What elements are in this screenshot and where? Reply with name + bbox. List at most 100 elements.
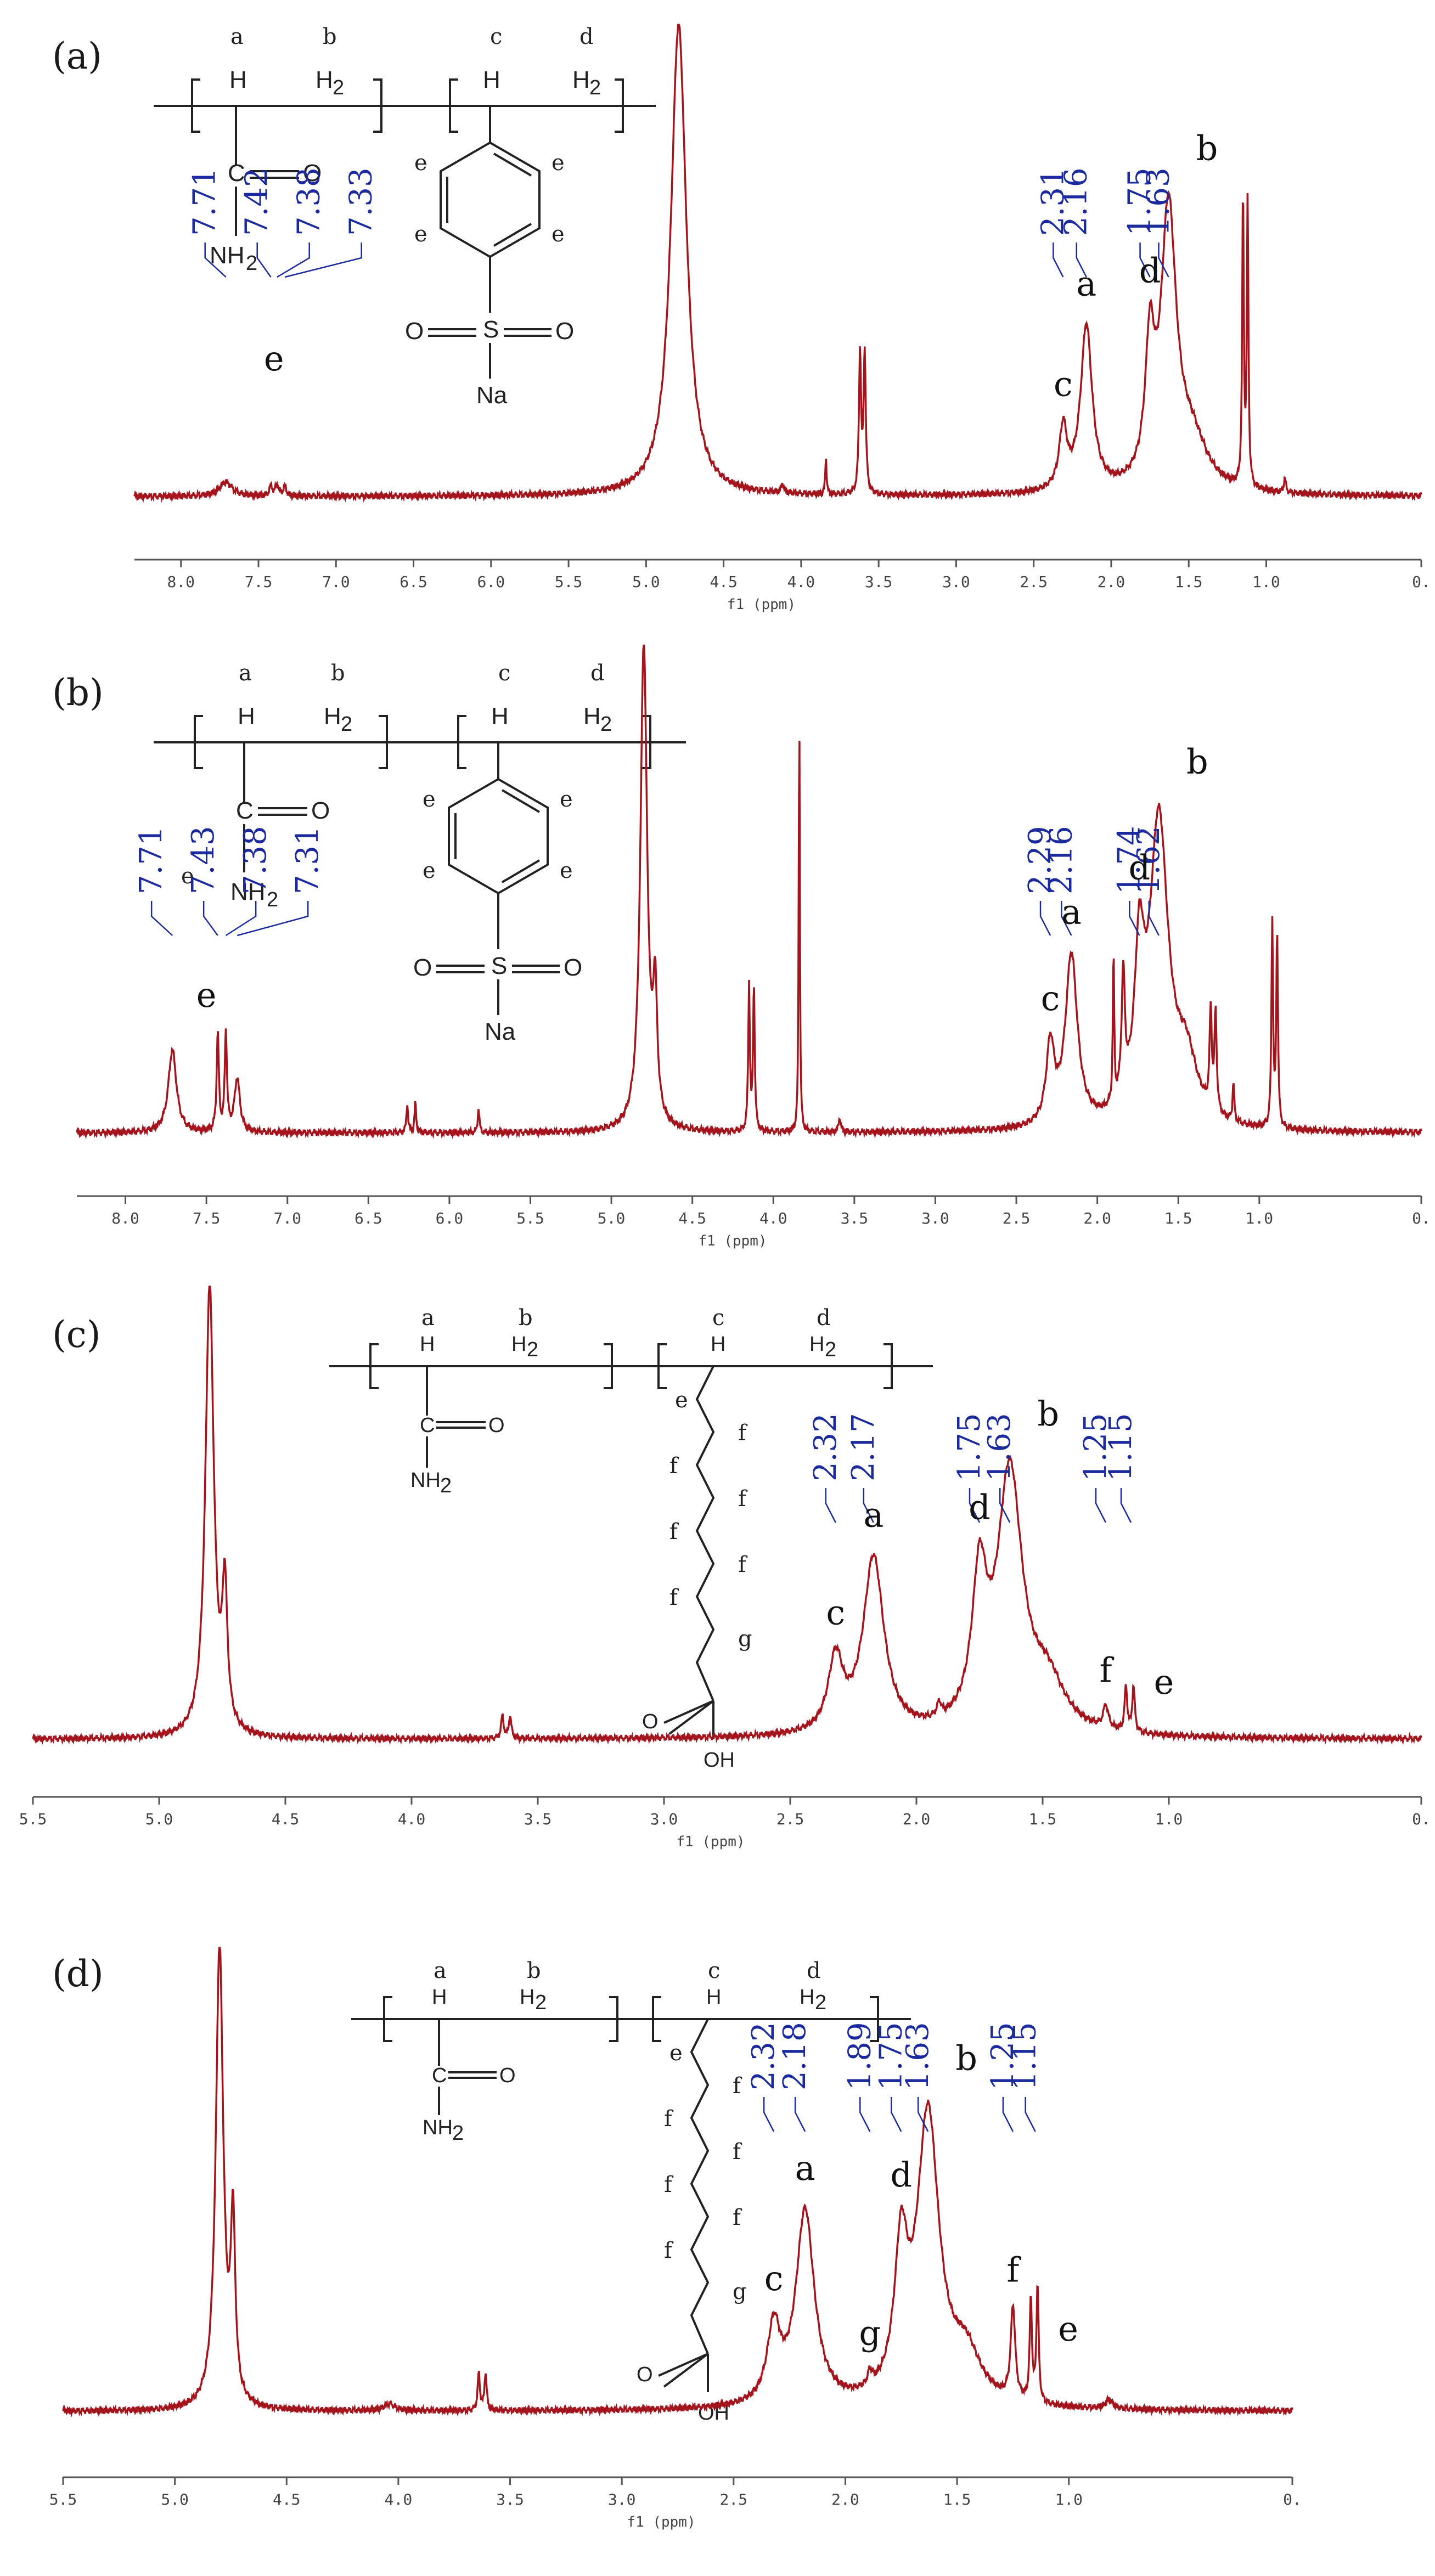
peak-shift-label: 2.16 xyxy=(1059,167,1094,236)
peak-shift-label: 1.75 xyxy=(1122,167,1158,236)
peak-connector xyxy=(284,243,362,278)
label-g: g xyxy=(733,2279,747,2304)
structure-acrylamide-styrenesulfonate: a b c d H H 2 H H 2 C O NH 2 e e e e S O xyxy=(154,24,656,409)
label-a: a xyxy=(239,661,252,686)
peak-connector xyxy=(1129,901,1140,936)
panel-label: (d) xyxy=(52,1953,104,1995)
atom-h2-sub: 2 xyxy=(815,1991,826,2014)
label-b: b xyxy=(519,1305,533,1331)
peak-shift-label: 7.38 xyxy=(238,826,273,894)
atom-h2-sub: 2 xyxy=(333,76,344,99)
label-c: c xyxy=(708,1958,720,1983)
x-tick-label: 3.0 xyxy=(921,1209,949,1227)
peak-assignment-letter: d xyxy=(890,2155,912,2195)
atom-c: C xyxy=(420,1414,435,1437)
atom-o: O xyxy=(405,318,424,345)
x-tick-label: 2.5 xyxy=(776,1810,804,1828)
peak-assignment-letter: b xyxy=(1196,128,1218,168)
x-tick-label: 7.5 xyxy=(193,1209,221,1227)
label-d: d xyxy=(590,661,605,686)
label-e: e xyxy=(552,222,565,247)
peak-shift-label: 1.25 xyxy=(985,2022,1021,2090)
atom-h2: H xyxy=(316,66,333,93)
spectrum-trace xyxy=(76,644,1422,1140)
x-tick-label: 3.0 xyxy=(650,1810,678,1828)
label-f: f xyxy=(738,1421,748,1446)
peak-connector xyxy=(969,1488,981,1523)
x-tick-label: 1.0 xyxy=(1246,1209,1274,1227)
peak-assignment-letter: e xyxy=(264,339,284,379)
x-tick-label: 0. xyxy=(1412,573,1431,591)
peak-connector xyxy=(256,243,272,278)
atom-o: O xyxy=(642,1710,659,1733)
atom-nh2-sub: 2 xyxy=(440,1474,452,1497)
peak-shift-label: 7.71 xyxy=(133,826,169,894)
x-tick-label: 7.0 xyxy=(273,1209,301,1227)
x-tick-label: 4.5 xyxy=(710,573,738,591)
peak-connector xyxy=(794,2097,806,2132)
peak-connector xyxy=(202,901,218,936)
x-tick-label: 5.0 xyxy=(598,1209,626,1227)
atom-h2: H xyxy=(511,1333,526,1356)
x-tick-label: 8.0 xyxy=(167,573,195,591)
peak-connector xyxy=(277,243,310,278)
label-e: e xyxy=(669,2040,683,2066)
x-tick-label: 1.0 xyxy=(1252,573,1280,591)
peak-connector xyxy=(763,2097,775,2132)
x-tick-label: 2.0 xyxy=(1083,1209,1111,1227)
panel-label: (b) xyxy=(52,672,104,714)
spectrum-line xyxy=(76,644,1422,1140)
spectrum-line xyxy=(133,23,1422,503)
x-tick-label: 8.0 xyxy=(111,1209,139,1227)
peak-assignment-letter: c xyxy=(764,2258,784,2298)
label-b: b xyxy=(527,1958,541,1983)
x-tick-label: 4.0 xyxy=(385,2490,413,2509)
atom-h: H xyxy=(238,703,255,730)
peak-assignment-letter: b xyxy=(1186,741,1208,781)
label-f: f xyxy=(733,2073,742,2099)
peak-connector xyxy=(150,901,173,936)
peak-assignment-letter: f xyxy=(1100,1650,1115,1690)
peak-assignment-letter: a xyxy=(795,2148,815,2188)
atom-h2: H xyxy=(809,1333,824,1356)
atom-nh2: NH xyxy=(423,2116,453,2139)
label-d: d xyxy=(579,24,594,49)
atom-h2: H xyxy=(520,1986,534,2009)
atom-h: H xyxy=(229,66,247,93)
structure-acrylamide-styrenesulfonate: a b c d H H 2 H H 2 C O e NH 2 e e e e S… xyxy=(154,661,686,1045)
spectrum-line xyxy=(32,1286,1422,1745)
peak-shift-label: 7.33 xyxy=(344,167,379,236)
x-tick-label: 2.5 xyxy=(720,2490,748,2509)
label-e: e xyxy=(181,864,194,889)
peak-shift-label: 1.63 xyxy=(1140,167,1176,236)
x-tick-label: 6.0 xyxy=(477,573,505,591)
peak-assignment-letter: d xyxy=(1139,251,1161,291)
peak-assignment-letter: b xyxy=(955,2038,977,2078)
x-tick-label: 5.5 xyxy=(19,1810,47,1828)
peak-shift-label: 1.75 xyxy=(873,2022,909,2090)
peak-assignment-letter: d xyxy=(969,1487,991,1527)
atom-h2-sub: 2 xyxy=(535,1991,547,2014)
peak-connector xyxy=(204,243,227,278)
x-tick-label: 0. xyxy=(1283,2490,1302,2509)
x-axis: 5.5 5.0 4.5 4.0 3.5 3.0 2.5 2.0 1.5 1.0 0. f1 (ppm) xyxy=(19,1796,1431,1850)
peak-shift-label: 2.32 xyxy=(808,1413,843,1481)
peak-assignment-letter: g xyxy=(859,2313,881,2353)
x-axis-label: f1 (ppm) xyxy=(727,596,796,613)
peak-connector xyxy=(1095,1488,1107,1523)
peak-assignment-letter: f xyxy=(1006,2250,1021,2290)
peak-shift-label: 7.31 xyxy=(290,826,325,894)
atom-o: O xyxy=(637,2363,653,2386)
x-tick-label: 5.5 xyxy=(555,573,583,591)
peak-shift-label: 1.75 xyxy=(952,1413,987,1481)
label-f: f xyxy=(669,1453,679,1479)
spectrum-trace xyxy=(62,1947,1293,2417)
x-tick-label: 4.5 xyxy=(272,1810,300,1828)
peak-assignment-letter: e xyxy=(1154,1662,1174,1702)
peak-connector xyxy=(237,901,309,937)
x-tick-label: 3.5 xyxy=(841,1209,869,1227)
peak-shift-label: 1.15 xyxy=(1103,1413,1139,1481)
structure-acrylamide-undecenoic-acid: a b c d H H 2 H H 2 C O NH 2 O OH e f f … xyxy=(351,1958,911,2425)
x-tick-label: 3.5 xyxy=(865,573,893,591)
peak-annotations: 2.322.18 1.891.751.63 1.251.15 c a g d b fe xyxy=(746,2022,1078,2353)
